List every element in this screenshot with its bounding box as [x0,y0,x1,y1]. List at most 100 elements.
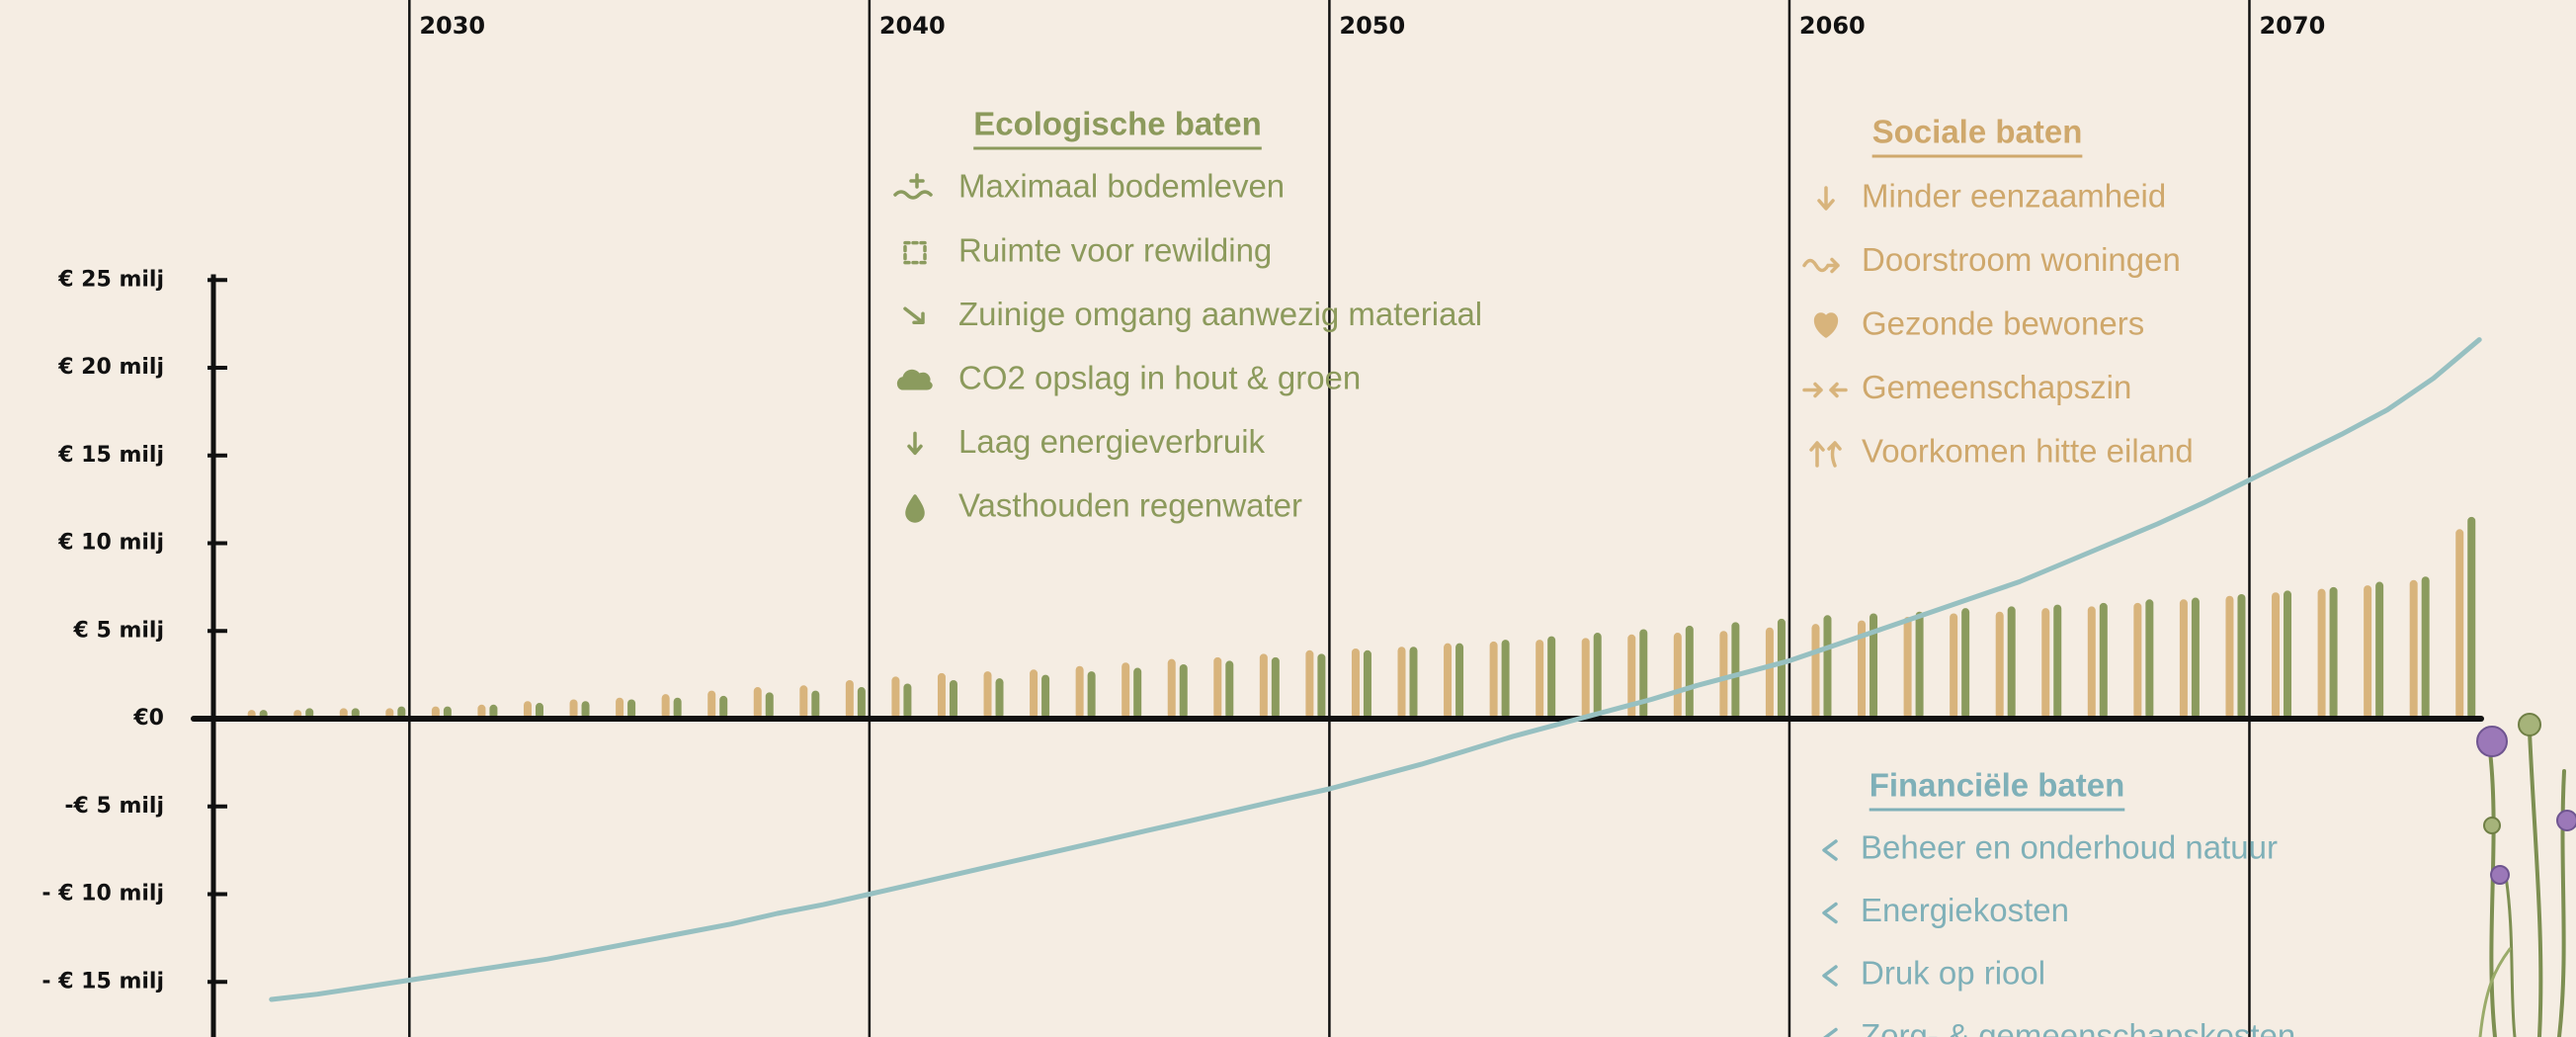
bar [535,703,543,719]
bar [489,704,498,719]
bar [2225,595,2234,719]
legend-icon [1802,382,1848,398]
legend-icon [1817,186,1835,211]
bar [1409,647,1418,719]
flower-decoration [2476,713,2576,1037]
year-label: 2060 [1799,12,1866,40]
bar [2179,599,2188,719]
bar [627,699,636,719]
bar [1305,649,1314,719]
bar [2041,608,2050,719]
bar [2087,606,2096,719]
bar [1030,669,1039,719]
bar [1593,633,1602,719]
legend-item: Druk op riool [1861,955,2045,992]
legend-icon [1822,902,1838,924]
legend-item: Minder eenzaamheid [1862,178,2166,215]
flower-bud [2483,817,2501,834]
year-label: 2030 [419,12,485,40]
bar [1213,656,1222,719]
legend-item: Zorg- & gemeenschapskosten [1861,1017,2295,1037]
year-label: 2050 [1339,12,1405,40]
bar [799,685,808,719]
bar [1581,638,1590,719]
legend-icon [1813,312,1839,338]
lines [269,337,2482,1002]
year-label: 2070 [2259,12,2325,40]
bar [2099,602,2108,719]
bar [1075,665,1084,719]
bar [477,704,486,719]
bar [1685,625,1694,719]
legend-item: Beheer en onderhoud natuur [1861,829,2278,866]
stem [2488,749,2497,1037]
bar [857,687,866,719]
bar [995,678,1004,719]
bar [1501,640,1510,719]
legend-item: Gezonde bewoners [1862,305,2144,342]
bar [1903,617,1912,719]
bar [719,695,728,719]
bar [1961,608,1970,719]
bar [1915,611,1924,719]
y-tick-label: -€ 5 milj [64,794,164,819]
bar [2145,599,2154,719]
bar [1041,674,1050,719]
legend-item: CO2 opslag in hout & groen [958,360,1361,396]
legend-item: Voorkomen hitte eiland [1862,433,2194,470]
legend-icon [1809,441,1842,468]
y-tick-label: € 25 milj [57,267,164,292]
legend-icon [1822,839,1838,861]
bar [1225,660,1234,719]
year-lines: 2030 2040 2050 2060 2070 [408,0,2325,1037]
legend-icon [1802,257,1840,274]
legend-icon [1823,1027,1838,1037]
bar [2364,585,2372,719]
bar [1858,620,1867,719]
bar [443,706,452,719]
flower-head [2556,810,2576,831]
y-tick-label: € 20 milj [57,355,164,380]
legend-icon [907,431,923,456]
y-tick-label: €0 [132,706,164,731]
bar [1444,643,1453,719]
bar [2467,516,2476,719]
legend-item: Zuinige omgang aanwezig materiaal [958,296,1482,332]
flower-head [2490,865,2510,885]
bar [1167,658,1176,719]
bar [765,692,774,719]
bar [753,687,762,719]
bar [2455,529,2464,719]
bar [1259,653,1268,719]
leaf [2478,947,2512,1037]
bar [707,690,716,719]
legend-item: Doorstroom woningen [1862,241,2181,278]
bar [616,697,624,719]
bar [581,701,590,719]
stem [2557,769,2566,1037]
legend-icon [893,173,933,200]
bar [811,690,820,719]
stem [2528,730,2543,1037]
bar [2284,590,2292,719]
flower-bud [2518,713,2541,736]
bar [1950,613,1958,719]
legend-title: Sociale baten [1872,114,2083,150]
axes: € 25 milj € 20 milj € 15 milj € 10 milj € 5 … [42,267,2484,1037]
bar [2317,588,2326,719]
bar [949,679,957,719]
bar [1317,653,1326,719]
bar [1777,618,1786,719]
bar [1811,624,1820,719]
bar [937,672,946,719]
bar [1639,629,1648,719]
bar [2191,597,2200,719]
bar [1133,667,1142,719]
bars [247,516,2476,719]
y-tick-label: - € 15 milj [42,969,164,994]
y-tick-label: € 10 milj [57,531,164,556]
bar [397,706,406,719]
y-tick-label: € 15 milj [57,443,164,468]
